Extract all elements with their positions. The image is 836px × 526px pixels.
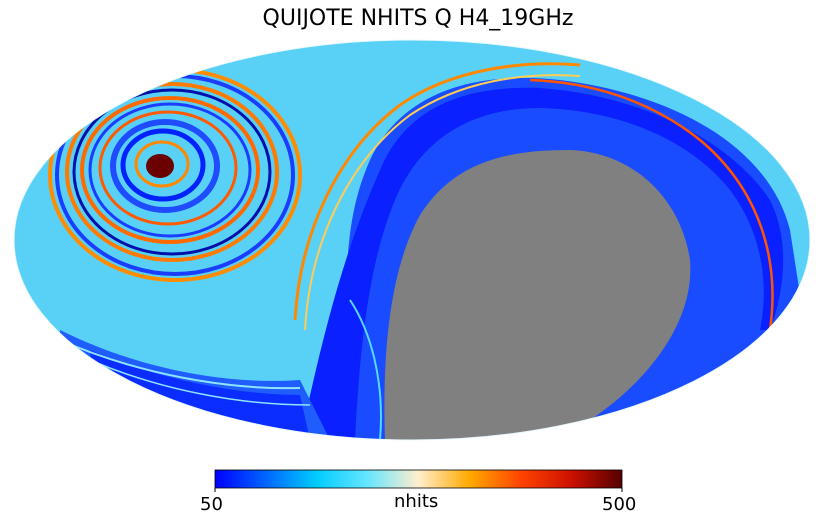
colorbar-min-label: 50 [200,494,223,515]
colorbar-axis-label: nhits [394,491,439,512]
map-title: QUIJOTE NHITS Q H4_19GHz [262,6,574,31]
colorbar-gradient [214,469,623,489]
polar-saturated-core [146,154,174,178]
colorbar [214,469,623,492]
colorbar-max-label: 500 [602,494,637,515]
masked-region [384,150,691,440]
